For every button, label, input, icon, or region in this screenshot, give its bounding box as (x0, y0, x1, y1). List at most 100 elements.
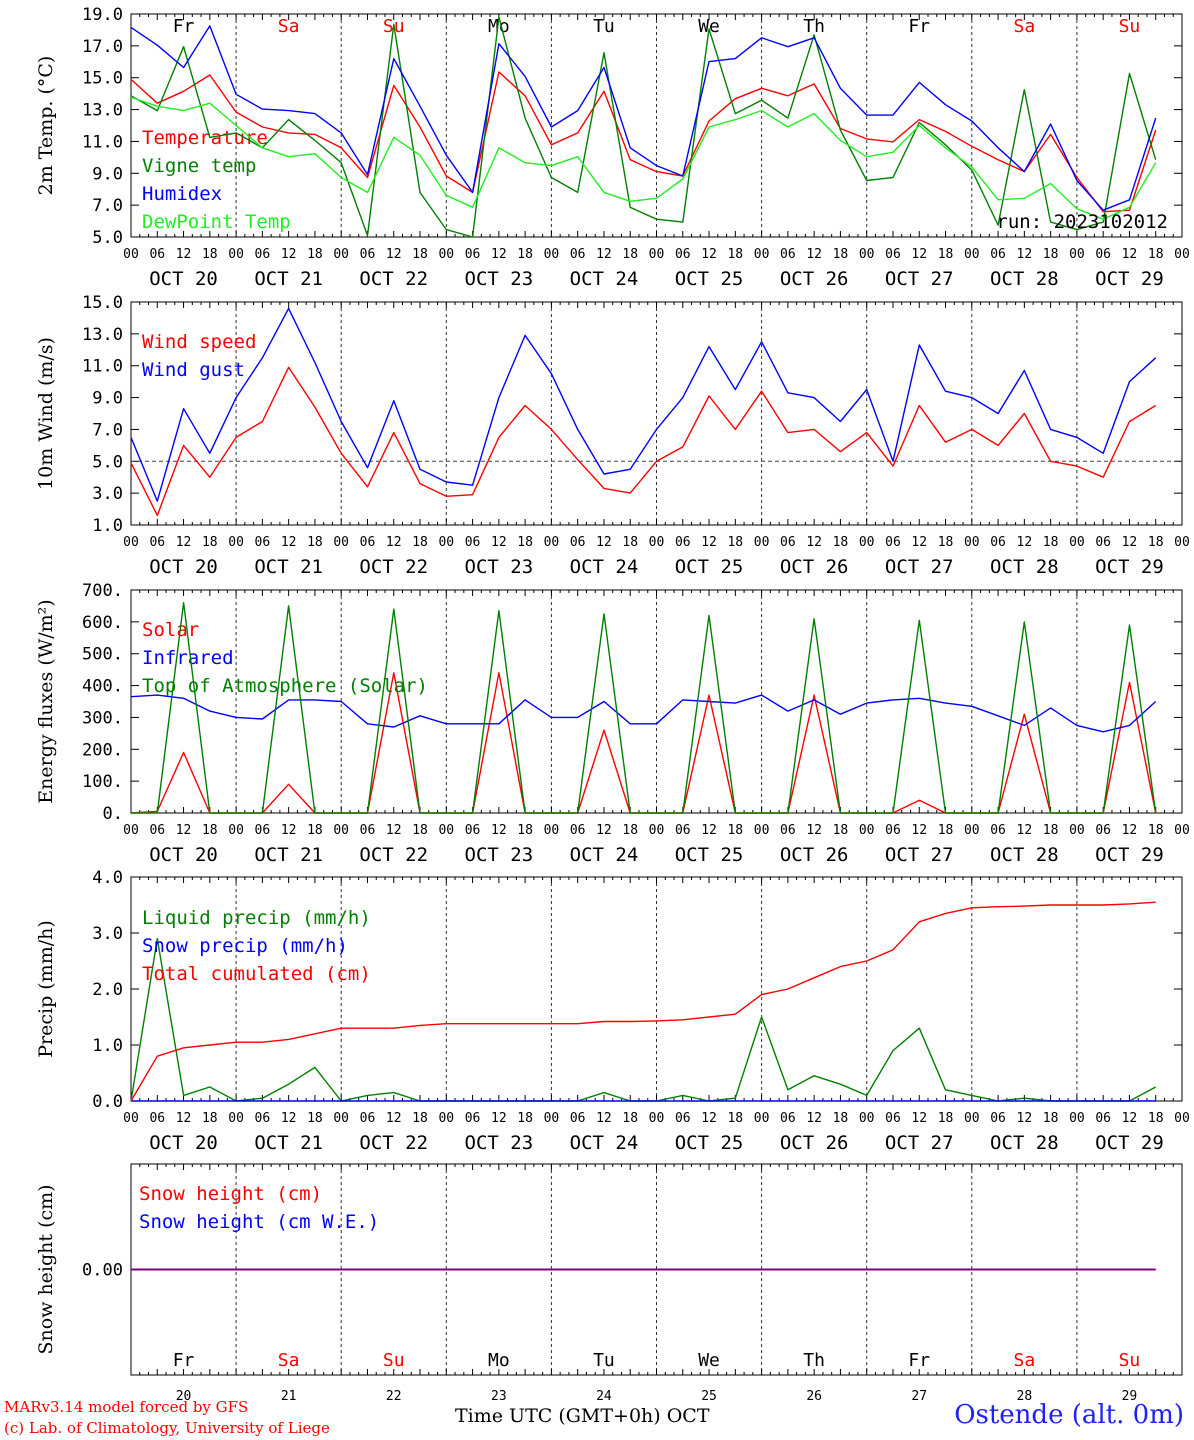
wind-hour-label: 12 (806, 535, 822, 550)
weekday-label-bottom: Mo (488, 1350, 510, 1371)
wind-legend-entry: Wind speed (142, 331, 256, 353)
energy-hour-label: 18 (202, 823, 218, 838)
wind-hour-label: 00 (123, 535, 139, 550)
wind-date-label: OCT 27 (885, 556, 954, 578)
energy-hour-label: 18 (1148, 823, 1164, 838)
energy-series-line (131, 602, 1157, 814)
temperature-hour-label: 00 (123, 247, 139, 262)
temperature-hour-label: 12 (596, 247, 612, 262)
wind-date-label: OCT 21 (254, 556, 323, 578)
precip-hour-label: 12 (281, 1111, 297, 1126)
wind-hour-label: 12 (701, 535, 717, 550)
temperature-hour-label: 18 (202, 247, 218, 262)
precip-hour-label: 18 (1148, 1111, 1164, 1126)
energy-series-line (130, 694, 1157, 733)
energy-hour-label-end: 00 (1174, 823, 1190, 838)
temperature-y-tick-label: 17.0 (82, 37, 123, 57)
temperature-hour-label: 06 (255, 247, 271, 262)
weekday-label-bottom: We (698, 1350, 720, 1371)
precip-y-axis-label: Precip (mm/h) (35, 920, 57, 1058)
temperature-hour-label: 00 (333, 247, 349, 262)
wind-hour-label: 12 (596, 535, 612, 550)
wind-hour-label: 12 (176, 535, 192, 550)
energy-y-tick-label: 0. (103, 804, 123, 824)
energy-hour-label: 12 (386, 823, 402, 838)
precip-hour-label: 12 (806, 1111, 822, 1126)
energy-hour-label: 18 (307, 823, 323, 838)
temperature-y-tick-label: 19.0 (82, 5, 123, 25)
wind-hour-label: 00 (228, 535, 244, 550)
precip-date-label: OCT 24 (570, 1132, 639, 1154)
temperature-y-tick-label: 7.0 (92, 196, 123, 216)
temperature-hour-label: 06 (1095, 247, 1111, 262)
wind-hour-label: 18 (1043, 535, 1059, 550)
temperature-hour-label: 12 (281, 247, 297, 262)
temperature-hour-label: 00 (859, 247, 875, 262)
weekday-label-bottom: Fr (908, 1350, 930, 1371)
temperature-date-label: OCT 28 (990, 268, 1059, 290)
energy-hour-label: 00 (544, 823, 560, 838)
wind-hour-label: 06 (465, 535, 481, 550)
wind-date-label: OCT 23 (465, 556, 534, 578)
energy-hour-label: 06 (1095, 823, 1111, 838)
temperature-hour-label: 06 (780, 247, 796, 262)
energy-hour-label: 06 (780, 823, 796, 838)
precip-date-label: OCT 23 (465, 1132, 534, 1154)
temperature-y-tick-label: 15.0 (82, 69, 123, 89)
wind-date-label: OCT 22 (359, 556, 428, 578)
temperature-hour-label: 12 (491, 247, 507, 262)
temperature-hour-label: 12 (176, 247, 192, 262)
wind-hour-label: 18 (412, 535, 428, 550)
day-number-label: 20 (176, 1389, 192, 1404)
wind-y-tick-label: 11.0 (82, 357, 123, 377)
wind-hour-label: 06 (675, 535, 691, 550)
weekday-label-bottom: Sa (278, 1350, 300, 1371)
temperature-hour-label: 18 (307, 247, 323, 262)
wind-hour-label: 06 (885, 535, 901, 550)
precip-hour-label: 06 (1095, 1111, 1111, 1126)
precip-hour-label: 18 (307, 1111, 323, 1126)
temperature-hour-label: 00 (228, 247, 244, 262)
temperature-date-label: OCT 23 (465, 268, 534, 290)
day-number-label: 26 (806, 1389, 822, 1404)
wind-hour-label: 06 (255, 535, 271, 550)
wind-hour-label: 18 (938, 535, 954, 550)
wind-hour-label: 18 (727, 535, 743, 550)
wind-hour-label: 06 (990, 535, 1006, 550)
wind-hour-label: 12 (386, 535, 402, 550)
temperature-legend-entry: Humidex (142, 183, 222, 205)
precip-hour-label: 18 (727, 1111, 743, 1126)
energy-y-tick-label: 300. (82, 708, 123, 728)
energy-date-label: OCT 22 (359, 844, 428, 866)
wind-date-label: OCT 29 (1095, 556, 1164, 578)
energy-hour-label: 12 (176, 823, 192, 838)
precip-hour-label: 18 (622, 1111, 638, 1126)
wind-y-tick-label: 1.0 (92, 516, 123, 536)
energy-y-tick-label: 200. (82, 740, 123, 760)
day-number-label: 21 (281, 1389, 297, 1404)
wind-series-line (130, 366, 1157, 517)
precip-y-tick-label: 1.0 (92, 1036, 123, 1056)
precip-hour-label-end: 00 (1174, 1111, 1190, 1126)
wind-y-tick-label: 15.0 (82, 293, 123, 313)
energy-hour-label: 00 (228, 823, 244, 838)
precip-y-tick-label: 4.0 (92, 868, 123, 888)
energy-hour-label: 12 (806, 823, 822, 838)
temperature-y-tick-label: 9.0 (92, 164, 123, 184)
precip-y-tick-label: 3.0 (92, 924, 123, 944)
day-number-label: 29 (1122, 1389, 1138, 1404)
temperature-hour-label: 06 (675, 247, 691, 262)
weekday-label-bottom: Tu (593, 1350, 615, 1371)
wind-hour-label: 12 (491, 535, 507, 550)
wind-y-axis-label: 10m Wind (m/s) (35, 337, 57, 490)
wind-hour-label: 06 (360, 535, 376, 550)
precip-hour-label: 18 (412, 1111, 428, 1126)
temperature-hour-label: 12 (701, 247, 717, 262)
wind-hour-label: 12 (1017, 535, 1033, 550)
precip-hour-label: 18 (517, 1111, 533, 1126)
temperature-frame (130, 13, 1183, 238)
temperature-y-tick-label: 5.0 (92, 228, 123, 248)
temperature-hour-label: 18 (938, 247, 954, 262)
snow-legend-entry: Snow height (cm W.E.) (139, 1211, 379, 1233)
day-number-label: 22 (386, 1389, 402, 1404)
